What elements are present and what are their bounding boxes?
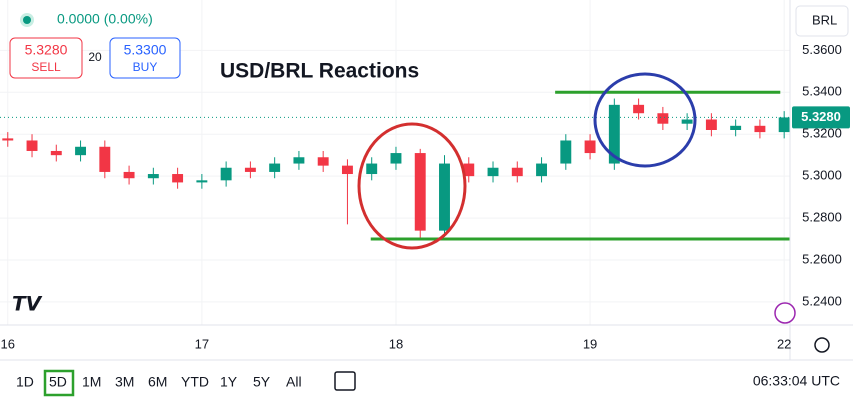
selected-range <box>43 369 75 397</box>
candle-body <box>75 146 87 156</box>
candle-body <box>341 165 353 175</box>
y-tick-label: 5.3400 <box>802 84 842 99</box>
x-tick-label: 17 <box>195 336 209 351</box>
change: 0.0000 (0.00%) <box>57 11 153 27</box>
candle-body <box>26 140 38 151</box>
red-circle <box>357 122 467 250</box>
candle-body <box>730 125 742 130</box>
candle-body <box>414 153 426 231</box>
lightning-icon[interactable] <box>774 302 796 324</box>
candle-body <box>681 119 693 124</box>
clock: 06:33:04 UTC <box>753 373 840 389</box>
range-button[interactable]: 1M <box>82 374 101 390</box>
candle-body <box>172 174 184 183</box>
range-button[interactable]: 5Y <box>253 374 271 390</box>
compare-icon[interactable] <box>334 371 356 391</box>
candle-body <box>778 117 790 133</box>
range-button[interactable]: 1Y <box>220 374 238 390</box>
y-tick-label: 5.2800 <box>802 210 842 225</box>
candle-body <box>560 140 572 164</box>
last-price-label: 5.3280 <box>801 109 841 124</box>
candle-body <box>317 157 329 166</box>
candle-body <box>487 167 499 177</box>
candle-body <box>657 113 669 124</box>
sell-label: SELL <box>31 60 61 74</box>
logo: 𝙏𝙑 <box>12 293 43 315</box>
buy-price: 5.3300 <box>124 42 167 58</box>
range-button[interactable]: YTD <box>181 374 209 390</box>
candle-body <box>147 174 159 179</box>
sell-button[interactable] <box>9 37 83 79</box>
candle-body <box>608 104 620 164</box>
candle-body <box>293 157 305 164</box>
chart-title: USD/BRL Reactions <box>220 60 419 83</box>
candle-body <box>536 163 548 177</box>
candle-body <box>123 171 135 179</box>
status-dot <box>23 16 31 24</box>
buy-label: BUY <box>133 60 158 74</box>
candle-body <box>390 153 402 164</box>
settings-icon[interactable] <box>814 337 830 353</box>
candle-body <box>754 125 766 133</box>
currency-button[interactable] <box>795 5 849 37</box>
y-tick-label: 5.3000 <box>802 168 842 183</box>
range-button[interactable]: 1D <box>16 374 34 390</box>
x-tick-label: 19 <box>583 336 597 351</box>
y-tick-label: 5.2600 <box>802 251 842 266</box>
y-tick-label: 5.3600 <box>802 42 842 57</box>
x-tick-label: 16 <box>1 336 15 351</box>
candle-body <box>269 163 281 172</box>
x-tick-label: 18 <box>389 336 403 351</box>
candle-body <box>366 163 378 175</box>
sell-price: 5.3280 <box>25 42 68 58</box>
candle-body <box>439 163 450 231</box>
candle-body <box>2 138 14 141</box>
candle-body <box>584 140 596 154</box>
candle-body <box>463 163 475 177</box>
range-button[interactable]: 5D <box>49 374 67 390</box>
blue-circle <box>593 72 697 168</box>
currency: BRL <box>812 12 837 27</box>
range-button[interactable]: 6M <box>148 374 167 390</box>
candle-body <box>220 167 232 181</box>
candle-body <box>633 104 645 114</box>
buy-button[interactable] <box>109 37 181 79</box>
last-price-box <box>792 106 850 129</box>
candle-body <box>99 146 111 172</box>
toolbar: 1D 5D 1M 3M 6M YTD 1Y 5Y All <box>16 369 302 397</box>
candle-body <box>196 180 208 183</box>
candle-body <box>50 150 62 156</box>
y-tick-label: 5.3200 <box>802 126 842 141</box>
spread: 20 <box>88 50 102 64</box>
y-tick-label: 5.2400 <box>802 293 842 308</box>
range-button[interactable]: 3M <box>115 374 134 390</box>
candle-body <box>705 119 717 130</box>
candle-body <box>511 167 523 177</box>
range-button[interactable]: All <box>286 374 302 390</box>
candle-body <box>244 167 256 172</box>
x-tick-label: 22 <box>777 336 791 351</box>
